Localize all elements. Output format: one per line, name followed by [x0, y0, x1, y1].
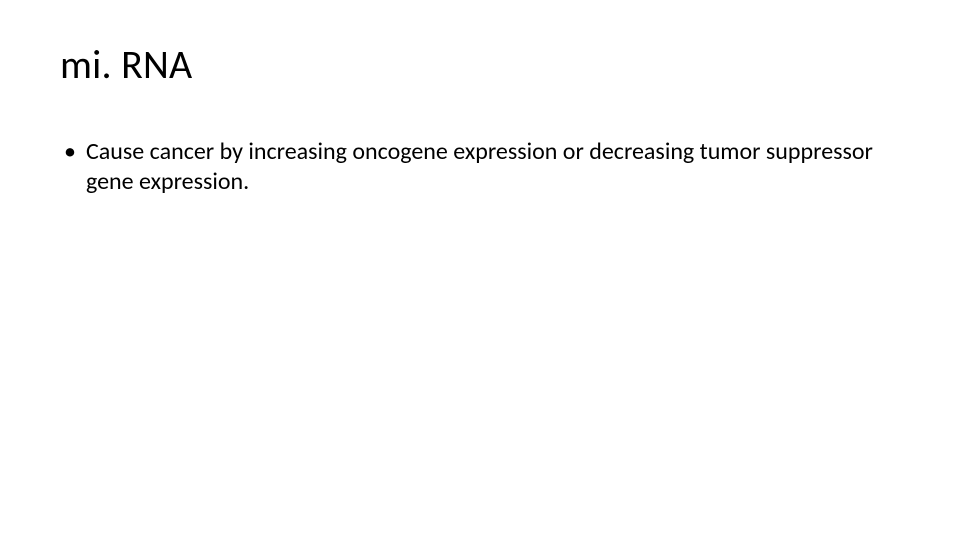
slide-body: Cause cancer by increasing oncogene expr…: [60, 137, 900, 197]
bullet-list: Cause cancer by increasing oncogene expr…: [60, 137, 900, 197]
bullet-text: Cause cancer by increasing oncogene expr…: [86, 137, 873, 196]
list-item: Cause cancer by increasing oncogene expr…: [60, 137, 900, 197]
slide-title: mi. RNA: [60, 40, 900, 89]
slide: mi. RNA Cause cancer by increasing oncog…: [0, 0, 960, 540]
